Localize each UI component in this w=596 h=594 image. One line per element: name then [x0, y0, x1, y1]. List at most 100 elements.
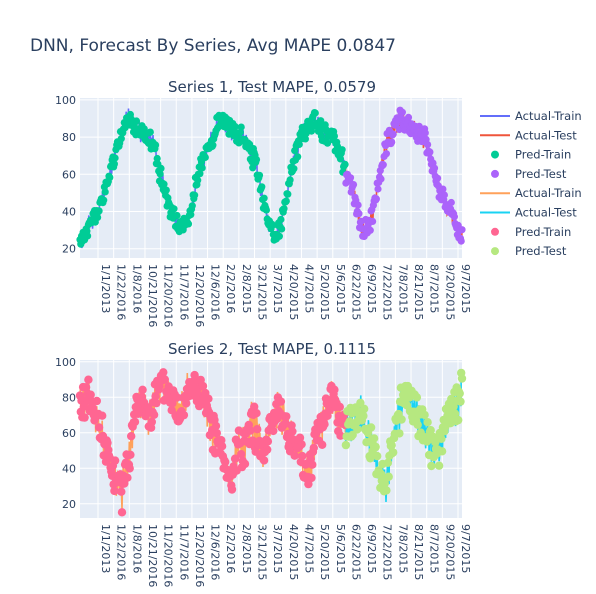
data-point [454, 415, 463, 425]
data-point [204, 394, 213, 403]
data-point [377, 175, 385, 183]
data-point [160, 375, 169, 384]
data-point [94, 213, 102, 221]
data-point [179, 410, 189, 420]
data-point [389, 130, 397, 138]
data-point [253, 425, 262, 434]
data-point [246, 426, 255, 435]
data-point [276, 397, 286, 406]
x-tick-label: 6/22/2015 [349, 264, 362, 320]
data-point [262, 206, 270, 214]
data-point [282, 412, 291, 421]
x-tick-label: 3/21/2015 [256, 524, 269, 580]
data-point [160, 180, 168, 188]
figure-title: DNN, Forecast By Series, Avg MAPE 0.0847 [30, 36, 396, 56]
data-point [127, 432, 136, 441]
data-point [110, 486, 119, 496]
data-point [196, 170, 204, 178]
legend-label: Pred-Test [515, 244, 567, 258]
x-tick-label: 3/7/2015 [271, 524, 284, 573]
data-point [170, 205, 178, 213]
data-point [456, 397, 465, 406]
data-point [152, 141, 160, 149]
series-1-title: Series 1, Test MAPE, 0.0579 [168, 78, 376, 96]
y-tick-label: 40 [62, 205, 76, 218]
legend-item[interactable]: Actual-Train [480, 109, 582, 123]
x-tick-label: 12/20/2016 [193, 264, 206, 327]
data-point [221, 457, 230, 467]
y-tick-label: 100 [55, 94, 76, 107]
x-tick-label: 2/2/2016 [224, 264, 237, 313]
data-point [369, 217, 377, 225]
data-point [341, 440, 351, 450]
y-tick-label: 40 [62, 462, 76, 475]
data-point [230, 454, 240, 463]
data-point [455, 389, 464, 398]
data-point [227, 485, 237, 494]
data-point [149, 410, 159, 419]
data-point [138, 385, 147, 394]
data-point [282, 197, 290, 205]
data-point [330, 132, 338, 140]
data-point [423, 418, 432, 427]
x-tick-label: 3/7/2015 [271, 264, 284, 313]
legend-item[interactable]: Pred-Test [491, 244, 567, 258]
data-point [95, 207, 103, 215]
x-tick-label: 12/6/2016 [209, 264, 222, 320]
data-point [263, 437, 273, 446]
x-tick-label: 1/22/2016 [115, 264, 128, 320]
data-point [294, 153, 302, 161]
x-tick-label: 8/21/2015 [412, 524, 425, 580]
data-point [84, 232, 92, 240]
data-point [388, 138, 396, 146]
x-tick-label: 2/8/2015 [240, 524, 253, 573]
data-point [198, 381, 208, 391]
data-point [100, 196, 108, 204]
data-point [437, 447, 447, 456]
data-point [336, 155, 345, 163]
data-point [168, 399, 177, 408]
x-tick-label: 12/20/2016 [193, 524, 206, 587]
data-point [157, 164, 165, 172]
data-point [284, 190, 292, 198]
data-point [252, 409, 261, 418]
x-tick-label: 1/1/2013 [99, 264, 112, 313]
data-point [354, 201, 362, 209]
x-tick-label: 1/22/2016 [115, 524, 128, 580]
data-point [222, 123, 230, 131]
legend-marker-swatch [491, 247, 499, 256]
data-point [317, 117, 325, 125]
x-tick-label: 4/20/2015 [287, 524, 300, 580]
data-point [110, 160, 118, 168]
data-point [194, 176, 202, 184]
data-point [125, 464, 134, 473]
data-point [369, 434, 379, 443]
data-point [110, 456, 120, 465]
data-point [209, 141, 217, 149]
legend-item[interactable]: Pred-Train [491, 148, 571, 162]
data-point [457, 237, 465, 245]
data-point [278, 225, 286, 233]
x-tick-label: 6/22/2015 [349, 524, 362, 580]
data-point [449, 402, 458, 411]
x-tick-label: 10/21/2016 [146, 264, 159, 327]
data-point [156, 170, 164, 178]
legend-item[interactable]: Actual-Test [480, 206, 577, 220]
x-tick-label: 5/20/2015 [318, 524, 331, 580]
data-point [231, 122, 239, 131]
data-point [440, 191, 448, 199]
data-point [92, 396, 102, 406]
legend-item[interactable]: Pred-Train [491, 225, 571, 239]
data-point [117, 487, 126, 496]
legend-item[interactable]: Pred-Test [491, 167, 567, 181]
data-point [269, 426, 278, 436]
data-point [360, 404, 369, 413]
legend-item[interactable]: Actual-Train [480, 186, 582, 200]
data-point [366, 423, 376, 432]
data-point [298, 451, 307, 461]
data-point [188, 202, 196, 210]
data-point [387, 441, 396, 450]
data-point [153, 154, 161, 163]
legend-item[interactable]: Actual-Test [480, 128, 577, 142]
